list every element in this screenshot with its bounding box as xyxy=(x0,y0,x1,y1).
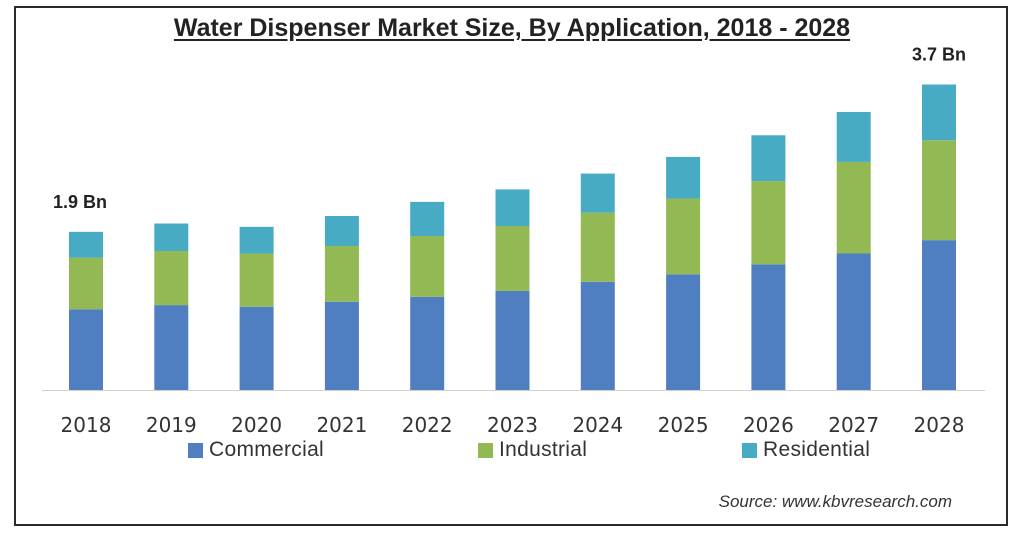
bar-commercial-2024 xyxy=(580,281,615,390)
bar-industrial-2028 xyxy=(922,140,956,241)
legend-swatch-industrial xyxy=(478,442,493,458)
x-tick-label-2025: 2025 xyxy=(658,413,709,437)
x-tick-label-2021: 2021 xyxy=(316,413,367,437)
x-tick-label-2022: 2022 xyxy=(402,413,453,437)
bar-industrial-2019 xyxy=(154,250,189,306)
total-label-2028: 3.7 Bn xyxy=(912,44,966,64)
bar-industrial-2018 xyxy=(69,257,103,310)
bar-industrial-2022 xyxy=(410,236,445,297)
bar-residential-2028 xyxy=(922,84,956,141)
bar-industrial-2020 xyxy=(239,253,274,307)
bar-commercial-2025 xyxy=(666,274,701,390)
bar-commercial-2019 xyxy=(154,305,189,390)
chart-legend: Commercial Industrial Residential xyxy=(0,438,1024,468)
legend-label-industrial: Industrial xyxy=(499,438,588,461)
bar-commercial-2026 xyxy=(751,264,786,390)
legend-label-commercial: Commercial xyxy=(209,438,325,461)
x-tick-label-2027: 2027 xyxy=(828,413,879,437)
bar-industrial-2023 xyxy=(495,226,530,291)
bar-commercial-2021 xyxy=(324,301,359,390)
legend-item-industrial: Industrial xyxy=(478,438,587,462)
legend-label-residential: Residential xyxy=(763,438,871,461)
bar-commercial-2027 xyxy=(836,253,871,390)
bar-residential-2019 xyxy=(154,223,189,251)
legend-swatch-residential xyxy=(742,442,757,458)
bar-residential-2025 xyxy=(666,156,701,199)
total-label-2018: 1.9 Bn xyxy=(53,192,107,212)
x-tick-label-2024: 2024 xyxy=(572,413,623,437)
bar-commercial-2020 xyxy=(239,306,274,390)
bar-commercial-2022 xyxy=(410,296,445,390)
bar-industrial-2024 xyxy=(580,212,615,282)
bar-residential-2026 xyxy=(751,135,786,182)
bar-industrial-2025 xyxy=(666,198,701,275)
bar-industrial-2026 xyxy=(751,181,786,265)
x-tick-label-2023: 2023 xyxy=(487,413,538,437)
bar-residential-2020 xyxy=(239,226,274,254)
bar-residential-2018 xyxy=(69,231,103,258)
x-tick-label-2018: 2018 xyxy=(61,413,112,437)
legend-swatch-commercial xyxy=(188,442,203,458)
source-note: Source: www.kbvresearch.com xyxy=(718,492,952,511)
x-tick-label-2020: 2020 xyxy=(231,413,282,437)
chart-title: Water Dispenser Market Size, By Applicat… xyxy=(173,14,851,42)
bar-industrial-2027 xyxy=(836,161,871,254)
bar-residential-2027 xyxy=(836,111,871,162)
bar-residential-2022 xyxy=(410,201,445,236)
bar-commercial-2023 xyxy=(495,290,530,390)
x-tick-label-2026: 2026 xyxy=(743,413,794,437)
bar-residential-2023 xyxy=(495,189,530,227)
bar-residential-2021 xyxy=(324,216,359,246)
bar-commercial-2018 xyxy=(69,309,103,390)
bar-residential-2024 xyxy=(580,173,615,213)
legend-item-residential: Residential xyxy=(742,438,870,462)
x-tick-label-2019: 2019 xyxy=(146,413,197,437)
bar-industrial-2021 xyxy=(324,245,359,302)
legend-item-commercial: Commercial xyxy=(188,438,324,462)
bar-commercial-2028 xyxy=(922,240,956,390)
x-tick-label-2028: 2028 xyxy=(914,413,965,437)
